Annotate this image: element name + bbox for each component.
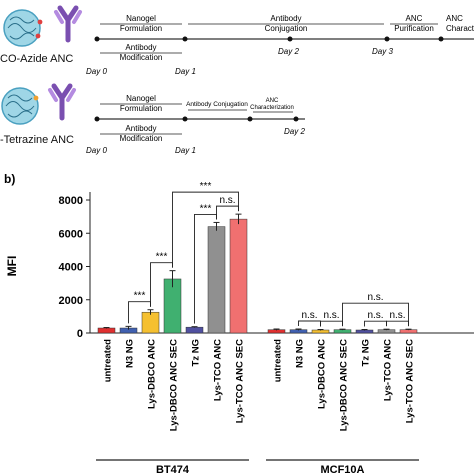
timeline-top-day2: Day 2 xyxy=(278,47,299,56)
y-tick-label: 2000 xyxy=(59,295,83,307)
timeline-top-day3: Day 3 xyxy=(372,47,393,56)
bar-chart: 0 2000 4000 6000 8000 MFI untreated N3 NG Lys-DB… xyxy=(5,181,474,474)
timeline-top-seg2-line1: Antibody xyxy=(270,14,301,23)
bar xyxy=(207,226,226,334)
timeline-bottom-dot-day0 xyxy=(94,116,100,122)
timeline-bottom-below-line2: Modification xyxy=(120,134,163,143)
timeline-bottom-seg1-line2: Formulation xyxy=(120,104,162,113)
timeline-top-seg4-line2: Characte xyxy=(446,24,474,33)
timeline-bottom: Nanogel Formulation Antibody Conjugation… xyxy=(86,94,305,155)
significance-label: n.s. xyxy=(389,310,405,321)
significance-bracket xyxy=(216,205,239,220)
timeline-top-day1: Day 1 xyxy=(175,67,196,76)
timeline-bottom-seg3-line2: Characterization xyxy=(250,105,294,111)
y-tick-label: 6000 xyxy=(59,228,83,240)
timeline-top-dot-day2 xyxy=(287,36,293,42)
timeline-bottom-day0: Day 0 xyxy=(86,146,107,155)
y-axis-label: MFI xyxy=(5,256,19,277)
bar xyxy=(97,327,116,334)
significance-label: *** xyxy=(200,203,212,214)
timeline-bottom-day1: Day 1 xyxy=(175,146,196,155)
timeline-top-below-line1: Antibody xyxy=(125,43,156,52)
category-label: Lys-DBCO ANC SEC xyxy=(169,339,180,431)
timeline-top-dot-end xyxy=(438,36,444,42)
significance-label: n.s. xyxy=(219,195,235,206)
timeline-top-seg1-line1: Nanogel xyxy=(126,14,156,23)
group-label: BT474 xyxy=(156,464,190,474)
timeline-bottom-seg1-line1: Nanogel xyxy=(126,94,156,103)
category-label: Tz NG xyxy=(361,339,372,366)
category-label: untreated xyxy=(273,339,284,382)
significance-bracket xyxy=(172,191,239,268)
significance-label: *** xyxy=(134,291,146,302)
nanogel-icon-bottom xyxy=(1,87,39,125)
category-label: N3 NG xyxy=(125,339,136,368)
bar xyxy=(141,311,160,334)
bar xyxy=(185,326,204,334)
significance-bracket xyxy=(320,320,343,327)
category-label: Lys-TCO ANC xyxy=(383,339,394,401)
timeline-top: Nanogel Formulation Antibody Conjugation… xyxy=(86,14,474,76)
significance-label: n.s. xyxy=(301,310,317,321)
category-label: N3 NG xyxy=(295,339,306,368)
antibody-icon-top xyxy=(54,5,82,43)
timeline-bottom-dot-day1 xyxy=(182,116,188,122)
timeline-top-label: CO-Azide ANC xyxy=(0,53,73,65)
category-label: Lys-DBCO ANC xyxy=(317,339,328,409)
timeline-top-dot-day1 xyxy=(182,36,188,42)
y-tick-label: 8000 xyxy=(59,195,83,207)
significance-bracket xyxy=(364,320,387,327)
significance-label: n.s. xyxy=(367,292,383,303)
significance-label: *** xyxy=(156,252,168,263)
significance-bracket xyxy=(386,320,409,327)
timeline-top-seg4-line1: ANC xyxy=(446,14,463,23)
y-tick-label: 4000 xyxy=(59,262,83,274)
category-label: Lys-TCO ANC SEC xyxy=(405,339,416,423)
timeline-top-seg3-line1: ANC xyxy=(406,14,423,23)
timeline-bottom-seg3-line1: ANC xyxy=(266,98,279,104)
antibody-icon-bottom xyxy=(48,83,76,121)
bar xyxy=(229,218,248,334)
timeline-top-below-line2: Modification xyxy=(120,53,163,62)
timeline-bottom-seg2-line2: Conjugation xyxy=(213,101,248,108)
timeline-top-seg1-line2: Formulation xyxy=(120,24,162,33)
category-label: Lys-DBCO ANC SEC xyxy=(339,339,350,431)
category-label: Lys-DBCO ANC xyxy=(147,339,158,409)
timeline-bottom-label: -Tetrazine ANC xyxy=(0,134,74,146)
timeline-bottom-seg2-line1: Antibody xyxy=(186,101,212,108)
group-label: MCF10A xyxy=(320,464,364,474)
timeline-top-dot-day3 xyxy=(384,36,390,42)
category-label: Tz NG xyxy=(191,339,202,366)
significance-label: n.s. xyxy=(367,310,383,321)
panel-label-b: b) xyxy=(4,172,15,186)
timeline-bottom-below-line1: Antibody xyxy=(125,124,156,133)
timeline-bottom-dot-day2 xyxy=(293,116,299,122)
timeline-top-day0: Day 0 xyxy=(86,67,107,76)
significance-bracket xyxy=(298,320,321,327)
timeline-bottom-day2: Day 2 xyxy=(284,127,305,136)
timeline-top-seg2-line2: Conjugation xyxy=(265,24,308,33)
timeline-bottom-dot-mid xyxy=(247,116,253,122)
y-tick-label: 0 xyxy=(77,328,83,340)
nanogel-icon-top xyxy=(3,9,43,47)
timeline-bottom-seg2-label: Antibody Conjugation xyxy=(186,101,248,108)
category-label: Lys-TCO ANC xyxy=(213,339,224,401)
timeline-top-dot-day0 xyxy=(94,36,100,42)
significance-bracket xyxy=(342,302,409,327)
timeline-top-seg3-line2: Purification xyxy=(394,24,434,33)
category-label: untreated xyxy=(103,339,114,382)
significance-label: *** xyxy=(200,181,212,192)
significance-label: n.s. xyxy=(323,310,339,321)
category-label: Lys-TCO ANC SEC xyxy=(235,339,246,423)
